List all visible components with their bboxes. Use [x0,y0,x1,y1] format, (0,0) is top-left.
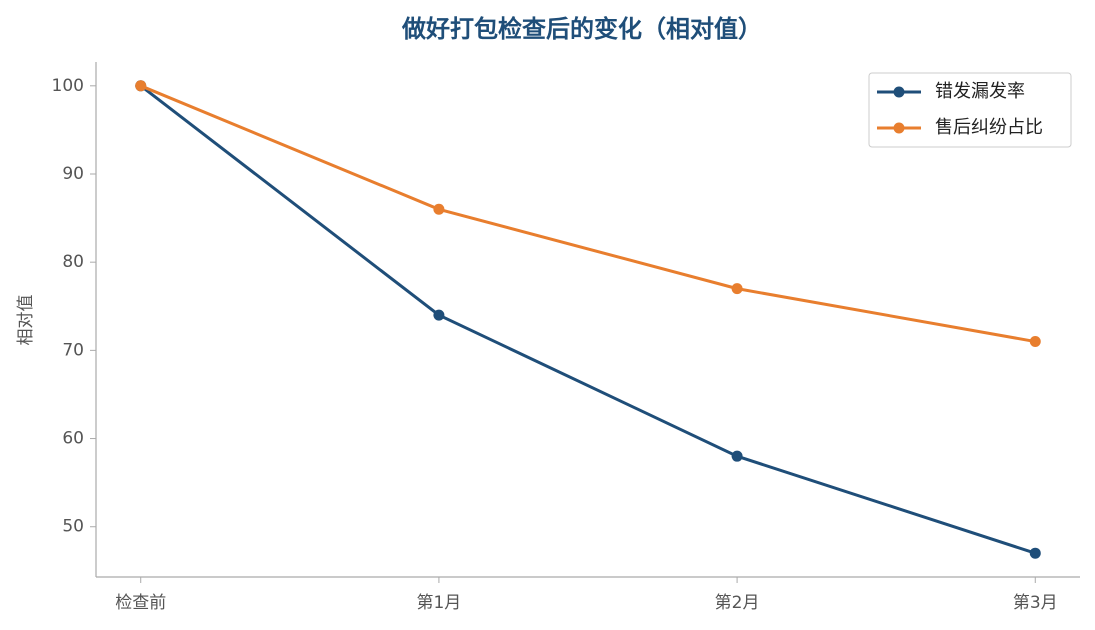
legend-label: 错发漏发率 [935,81,1025,102]
legend-marker [893,122,905,134]
x-tick-label: 检查前 [115,593,166,613]
y-tick-label: 50 [62,517,84,537]
data-point [1029,336,1041,348]
y-tick-label: 100 [52,76,84,96]
data-point [731,450,743,462]
series-line [140,84,1036,344]
x-tick-label: 第2月 [715,593,760,613]
y-tick-label: 90 [62,164,84,184]
x-tick-label: 第1月 [416,593,461,613]
data-point [1029,547,1041,559]
data-point [731,283,743,295]
y-axis-label: 相对值 [16,295,36,346]
chart-title: 做好打包检查后的变化（相对值） [401,15,762,43]
y-tick-label: 80 [62,252,84,272]
data-point [433,203,445,215]
y-tick-label: 70 [62,340,84,360]
series-line [139,84,1036,555]
legend-label: 售后纠纷占比 [935,117,1043,138]
data-point [433,309,445,321]
legend-marker [893,86,905,98]
y-tick-label: 60 [62,429,84,449]
data-point [135,80,147,92]
x-tick-label: 第3月 [1013,593,1058,613]
